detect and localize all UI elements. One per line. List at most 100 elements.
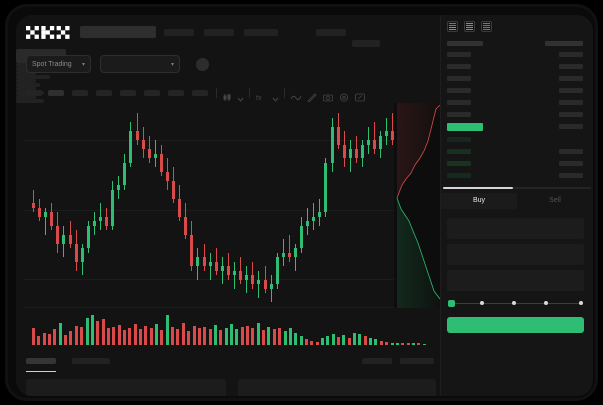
nav-item-3[interactable] <box>244 29 278 36</box>
orderbook-ask-row[interactable] <box>447 88 471 93</box>
volume-bar <box>42 332 46 345</box>
orderbook-layout-asks-icon[interactable] <box>481 21 492 32</box>
candle-body <box>373 140 377 150</box>
slider-stop-100[interactable] <box>579 301 583 305</box>
nav-item-2[interactable] <box>204 29 234 36</box>
orderbook-ask-row[interactable] <box>447 52 471 57</box>
place-buy-order-button[interactable] <box>447 317 584 333</box>
market-type-dropdown[interactable]: Spot Trading ▾ <box>26 55 91 73</box>
candle <box>214 103 218 307</box>
toolbar-divider-3 <box>284 88 285 98</box>
orderbook-bid-row[interactable] <box>447 137 471 142</box>
settings-gear-icon[interactable] <box>339 89 349 107</box>
candle <box>367 103 371 307</box>
volume-bar <box>347 337 351 345</box>
line-tool-icon[interactable] <box>290 89 302 107</box>
tab-sell[interactable]: Sell <box>549 197 561 204</box>
tab-open-orders[interactable] <box>26 358 56 364</box>
candle-body <box>159 153 163 172</box>
order-amount-slider-track[interactable] <box>451 303 583 304</box>
orderbook-ask-row[interactable] <box>447 112 471 117</box>
candle-body <box>178 198 182 217</box>
slider-stop-25[interactable] <box>480 301 484 305</box>
bottom-action-1[interactable] <box>362 358 392 364</box>
volume-bar <box>294 333 298 345</box>
gridline-1 <box>24 209 436 211</box>
nav-item-4[interactable] <box>316 29 346 36</box>
candle-body <box>68 234 72 244</box>
order-amount-slider-handle[interactable] <box>448 300 455 307</box>
order-total-field[interactable] <box>447 270 584 291</box>
fullscreen-icon[interactable] <box>355 89 365 107</box>
orderbook-ask-row[interactable] <box>447 64 471 69</box>
interval-1w[interactable] <box>168 90 184 96</box>
orderbook-bid-row[interactable] <box>447 173 471 178</box>
tab-buy[interactable]: Buy <box>441 193 517 209</box>
candle-body <box>336 126 340 145</box>
interval-more[interactable] <box>192 90 208 96</box>
indicators-chevron-icon[interactable] <box>272 90 279 108</box>
orderbook-ask-row[interactable] <box>447 76 471 81</box>
bottom-panel-right[interactable] <box>238 379 436 396</box>
interval-15m[interactable] <box>72 90 88 96</box>
slider-stop-50[interactable] <box>512 301 516 305</box>
chart-type-chevron-icon[interactable] <box>237 90 244 108</box>
candle <box>74 103 78 307</box>
nav-item-5[interactable] <box>352 40 380 47</box>
ruler-icon[interactable] <box>307 89 317 107</box>
volume-bar <box>385 341 389 345</box>
tab-order-history[interactable] <box>72 358 110 364</box>
price-candlestick-chart[interactable] <box>24 103 436 308</box>
orderbook-header-price <box>447 41 483 46</box>
volume-bar <box>106 328 110 345</box>
candle-wick <box>282 239 284 267</box>
candle-wick <box>69 221 71 249</box>
interval-1d[interactable] <box>144 90 160 96</box>
orderbook-layout-bids-icon[interactable] <box>464 21 475 32</box>
orderbook-layout-both-icon[interactable] <box>447 21 458 32</box>
candle-body <box>111 189 115 226</box>
candle-body <box>86 225 90 249</box>
orderbook-header-total <box>545 41 583 46</box>
volume-bar <box>363 335 367 345</box>
candle-wick <box>203 243 205 271</box>
candle <box>166 103 170 307</box>
volume-bar <box>278 327 282 345</box>
candle-body <box>269 284 273 289</box>
candle-body <box>153 153 157 159</box>
order-price-field[interactable] <box>447 218 584 239</box>
candlestick-type-icon[interactable] <box>223 89 232 107</box>
camera-icon[interactable] <box>323 89 333 107</box>
orderbook-ask-row[interactable] <box>447 100 471 105</box>
volume-bar <box>256 323 260 345</box>
volume-bar <box>176 329 180 345</box>
okx-logo-icon[interactable] <box>26 26 70 39</box>
volume-bar <box>251 328 255 345</box>
orderbook-scroll-thumb[interactable] <box>443 187 513 189</box>
interval-1m[interactable] <box>26 90 42 96</box>
nav-item-1[interactable] <box>164 29 194 36</box>
orderbook-last-price-total <box>559 124 583 129</box>
orderbook-bid-row[interactable] <box>447 161 471 166</box>
market-sub-bar: Spot Trading ▾ ▾ <box>16 49 593 103</box>
nav-search-box[interactable] <box>80 26 156 38</box>
market-type-label: Spot Trading <box>32 60 72 68</box>
candle-wick <box>221 257 223 285</box>
orderbook-bid-row[interactable] <box>447 149 471 154</box>
volume-bar <box>181 323 185 345</box>
interval-1h[interactable] <box>96 90 112 96</box>
trading-pair-dropdown[interactable]: ▾ <box>100 55 180 73</box>
candle-body <box>208 261 212 267</box>
bottom-panel-left[interactable] <box>26 379 226 396</box>
candle-body <box>287 252 291 258</box>
interval-4h[interactable] <box>120 90 136 96</box>
candle <box>56 103 60 307</box>
indicators-icon[interactable]: fx <box>256 89 266 107</box>
bottom-action-2[interactable] <box>400 358 434 364</box>
candle <box>306 103 310 307</box>
volume-bar <box>133 324 137 345</box>
order-amount-field[interactable] <box>447 244 584 265</box>
candle <box>354 103 358 307</box>
interval-5m[interactable] <box>48 90 64 96</box>
slider-stop-75[interactable] <box>544 301 548 305</box>
